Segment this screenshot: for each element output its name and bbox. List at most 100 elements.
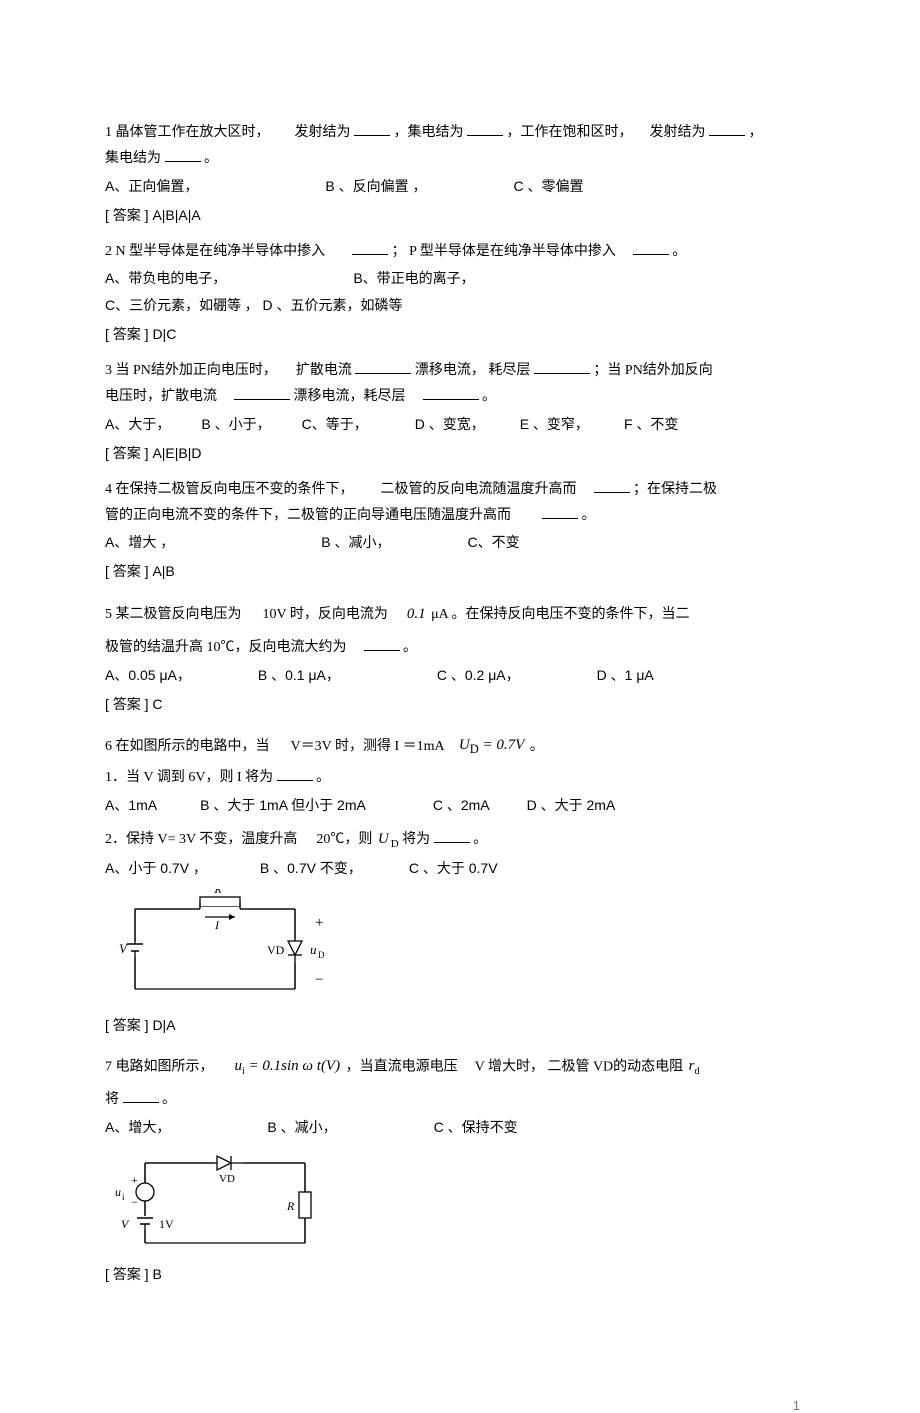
q4-text: 二极管的反向电流随温度升高而 — [381, 482, 577, 497]
q4-text: 管的正向电流不变的条件下，二极管的正向导通电压随温度升高而 — [105, 508, 511, 523]
svg-text:u: u — [115, 1185, 121, 1199]
q6-sub1: 1．当 V 调到 6V，则 I 将为 。 — [105, 765, 815, 791]
q6-sub2-options: A、小于 0.7V ， B 、0.7V 不变， C 、大于 0.7V — [105, 856, 815, 883]
q1-options: A、正向偏置， B 、反向偏置 ， C 、零偏置 — [105, 174, 815, 201]
q5-text: 10V 时，反向电流为 — [263, 607, 388, 622]
q6-circuit-diagram: R I V VD u D + − — [105, 889, 815, 1009]
q3-text: ；当 PN结外加反向 — [593, 363, 712, 378]
q3-text: 。 — [482, 389, 496, 404]
q7-opt-a: A、增大， — [105, 1119, 170, 1135]
q6-answer: [ 答案 ] D|A — [105, 1013, 815, 1039]
question-1: 1 晶体管工作在放大区时， 发射结为 ，集电结为 ，工作在饱和区时， 发射结为 … — [105, 120, 815, 172]
q7-formula2: rd — [687, 1053, 702, 1082]
q7-circuit-diagram: VD u i + − V 1V R — [105, 1148, 815, 1258]
q7-text: ，当直流电源电压 — [346, 1059, 458, 1074]
q4-opt-b: B 、减小， — [321, 534, 390, 550]
q5-formula: 0.1 — [405, 601, 428, 629]
q3-options: A、大于， B 、小于， C、等于， D 、变宽， E 、变窄， F 、不变 — [105, 412, 815, 439]
q7-opt-b: B 、减小， — [267, 1119, 336, 1135]
q6-s1-opt-b: B 、大于 1mA 但小于 2mA — [200, 797, 366, 813]
q6-s2-opt-b: B 、0.7V 不变， — [260, 860, 362, 876]
q5-text: 5 某二极管反向电压为 — [105, 607, 242, 622]
q6-s2-opt-a: A、小于 0.7V ， — [105, 860, 207, 876]
q1-text: 发射结为 — [650, 125, 706, 140]
q3-opt-e: E 、变窄， — [520, 416, 589, 432]
q2-text: ； P 型半导体是在纯净半导体中掺入 — [392, 244, 616, 259]
q7-line2: 将 。 — [105, 1087, 815, 1113]
q1-text: 。 — [204, 151, 218, 166]
q4-opt-a: A、增大 ， — [105, 534, 174, 550]
q5-opt-c: C 、0.2 μA， — [437, 667, 520, 683]
q4-text: ；在保持二极 — [633, 482, 717, 497]
question-3: 3 当 PN结外加正向电压时， 扩散电流 漂移电流， 耗尽层 ；当 PN结外加反… — [105, 358, 815, 410]
q2-opt-b: B、带正电的离子， — [353, 270, 474, 286]
q7-options: A、增大， B 、减小， C 、保持不变 — [105, 1115, 815, 1142]
q3-opt-f: F 、不变 — [624, 416, 678, 432]
svg-text:D: D — [318, 950, 325, 960]
q3-text: 电压时，扩散电流 — [105, 389, 217, 404]
q4-answer: [ 答案 ] A|B — [105, 559, 815, 585]
q1-opt-b: B 、反向偏置 ， — [325, 178, 426, 194]
q1-text: ，集电结为 — [394, 125, 464, 140]
q5-opt-b: B 、0.1 μA， — [258, 667, 340, 683]
q6-text: 6 在如图所示的电路中，当 — [105, 738, 270, 753]
q1-opt-c: C 、零偏置 — [513, 178, 583, 194]
q6-sub2: 2．保持 V= 3V 不变，温度升高 20℃，则 UD 将为 。 — [105, 826, 815, 854]
question-7: 7 电路如图所示， ui = 0.1sin ω t(V) ，当直流电源电压 V … — [105, 1053, 815, 1082]
svg-text:−: − — [131, 1195, 138, 1209]
q7-answer: [ 答案 ] B — [105, 1262, 815, 1288]
question-6: 6 在如图所示的电路中，当 V＝3V 时，测得 I ＝1mA UD = 0.7V… — [105, 732, 815, 761]
q7-text: 。 — [162, 1092, 176, 1107]
q6-sub2-text: 。 — [473, 832, 487, 847]
q3-opt-b: B 、小于， — [201, 416, 270, 432]
question-5: 5 某二极管反向电压为 10V 时，反向电流为 0.1 μA 。在保持反向电压不… — [105, 601, 815, 629]
svg-text:+: + — [131, 1173, 138, 1187]
q6-sub2-text: 2．保持 V= 3V 不变，温度升高 — [105, 832, 297, 847]
svg-text:R: R — [213, 889, 222, 896]
svg-text:u: u — [310, 942, 317, 957]
q2-text: 2 N 型半导体是在纯净半导体中掺入 — [105, 244, 325, 259]
q6-formula2: U — [376, 826, 391, 854]
q3-opt-d: D 、变宽， — [415, 416, 485, 432]
q4-opt-c: C、不变 — [467, 534, 519, 550]
q7-text: 将 — [105, 1092, 119, 1107]
q6-s1-opt-c: C 、2mA — [433, 797, 490, 813]
q6-formula: UD = 0.7V — [457, 732, 526, 761]
q5-opt-d: D 、1 μA — [597, 667, 654, 683]
q3-answer: [ 答案 ] A|E|B|D — [105, 441, 815, 467]
q3-text: 扩散电流 — [296, 363, 352, 378]
q4-text: 4 在保持二极管反向电压不变的条件下， — [105, 482, 354, 497]
q4-options: A、增大 ， B 、减小， C、不变 — [105, 530, 815, 557]
q5-opt-a: A、0.05 μA， — [105, 667, 191, 683]
q2-text: 。 — [672, 244, 686, 259]
q5-text: μA 。在保持反向电压不变的条件下，当二 — [431, 607, 689, 622]
q6-sub2-text: 20℃，则 — [316, 832, 372, 847]
document-page: 1 晶体管工作在放大区时， 发射结为 ，集电结为 ，工作在饱和区时， 发射结为 … — [0, 0, 920, 1358]
q6-s1-opt-d: D 、大于 2mA — [527, 797, 616, 813]
svg-text:−: − — [315, 972, 323, 988]
q3-opt-a: A、大于， — [105, 416, 170, 432]
question-4: 4 在保持二极管反向电压不变的条件下， 二极管的反向电流随温度升高而 ；在保持二… — [105, 477, 815, 529]
svg-text:VD: VD — [219, 1173, 235, 1185]
q3-text: 3 当 PN结外加正向电压时， — [105, 363, 277, 378]
q7-formula1: ui = 0.1sin ω t(V) — [233, 1053, 343, 1082]
q1-opt-a: A、正向偏置， — [105, 178, 198, 194]
q2-answer: [ 答案 ] D|C — [105, 322, 815, 348]
q1-answer: [ 答案 ] A|B|A|A — [105, 203, 815, 229]
question-2: 2 N 型半导体是在纯净半导体中掺入 ； P 型半导体是在纯净半导体中掺入 。 — [105, 239, 815, 265]
q7-opt-c: C 、保持不变 — [434, 1119, 518, 1135]
q7-text: V 增大时， 二极管 VD的动态电阻 — [475, 1059, 684, 1074]
q6-sub1-text: 。 — [316, 770, 330, 785]
q1-text: ，工作在饱和区时， — [507, 125, 633, 140]
q6-sub1-options: A、1mA B 、大于 1mA 但小于 2mA C 、2mA D 、大于 2mA — [105, 793, 815, 820]
q6-text: 。 — [530, 738, 544, 753]
q6-sub2-text: 将为 — [402, 832, 430, 847]
q5-text: 极管的结温升高 10℃，反向电流大约为 — [105, 640, 347, 655]
q2-opt-c: C、三价元素，如硼等 — [105, 297, 241, 313]
q6-sub1-text: 1．当 V 调到 6V，则 I 将为 — [105, 770, 273, 785]
question-5b: 极管的结温升高 10℃，反向电流大约为 。 — [105, 635, 815, 661]
q2-options: A、带负电的电子， B、带正电的离子， C、三价元素，如硼等 ， D 、五价元素… — [105, 266, 815, 320]
svg-text:VD: VD — [267, 943, 285, 957]
q6-text: V＝3V 时，测得 I ＝1mA — [291, 738, 444, 753]
q4-text: 。 — [582, 508, 596, 523]
